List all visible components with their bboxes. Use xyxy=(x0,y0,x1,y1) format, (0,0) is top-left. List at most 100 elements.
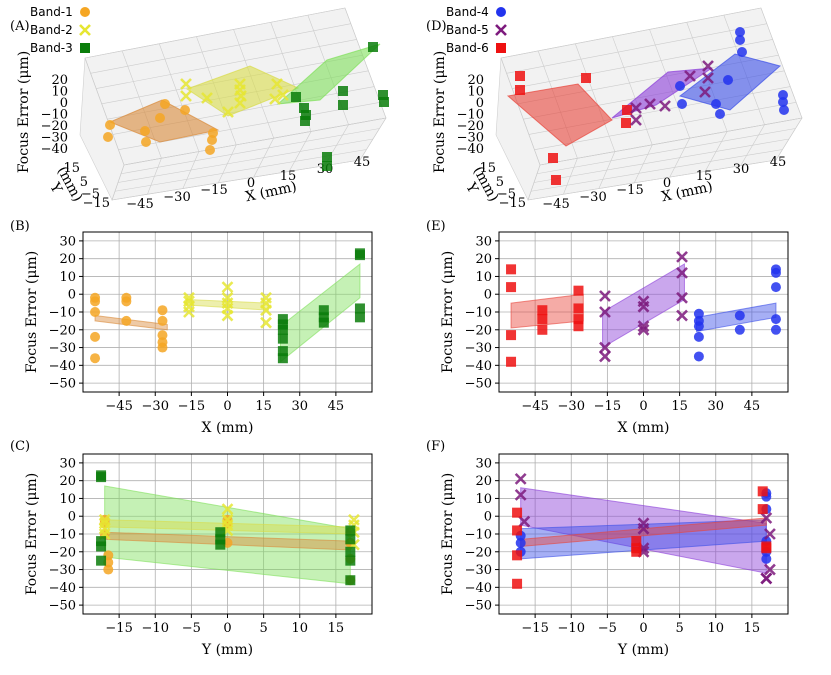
chart-panel-4: (C)−15 −10 −5 0 5 10 153020100−10−20−30−40−50Y… xyxy=(10,439,373,658)
z-tick-label: −10 xyxy=(457,108,484,123)
z-tick-label: 10 xyxy=(467,85,484,100)
x-tick-label: 15 xyxy=(744,621,761,636)
panel-label: (D) xyxy=(426,19,447,34)
y-tick-label: −40 xyxy=(49,581,76,596)
data-point-band-1 xyxy=(157,305,168,316)
data-point-band-1 xyxy=(155,113,165,123)
grid-line-3d xyxy=(120,128,380,175)
data-point-band-2 xyxy=(221,309,234,322)
x-tick-label: 30 xyxy=(291,399,308,414)
y-tick-label: 20 xyxy=(475,474,492,489)
data-point-band-3 xyxy=(322,161,332,171)
x-tick-label: 10 xyxy=(291,621,308,636)
data-point-band-3 xyxy=(299,103,309,113)
fit-plane-band-6 xyxy=(506,83,613,147)
x-tick-label: −45 xyxy=(105,399,132,414)
data-point-band-2 xyxy=(221,281,234,294)
data-point-band-3 xyxy=(301,110,311,120)
y-tick-label: 15 xyxy=(479,161,496,176)
data-point-band-4 xyxy=(770,314,781,325)
y-tick-label: 0 xyxy=(484,288,492,303)
chart-panel-5: (F)−15 −10 −5 0 5 10 153020100−10−20−30−40−50Y… xyxy=(426,439,789,658)
x-tick-label: −5 xyxy=(598,621,617,636)
y-tick-label: 0 xyxy=(68,288,76,303)
y-axis-label: Focus Error (μm) xyxy=(440,473,456,595)
data-point-band-6 xyxy=(537,324,548,335)
y-tick-label: −5 xyxy=(497,187,516,202)
grid-line-3d xyxy=(84,7,346,59)
data-point-band-5 xyxy=(676,250,688,263)
data-point-band-3 xyxy=(345,525,356,536)
data-point-band-1 xyxy=(208,128,218,138)
grid-line-3d xyxy=(563,158,578,195)
data-point-band-4 xyxy=(693,321,704,332)
legend-label: Band-3 xyxy=(30,41,73,55)
data-point-band-4 xyxy=(735,35,745,45)
grid-line-3d xyxy=(598,151,616,189)
data-point-band-4 xyxy=(693,308,704,319)
data-point-band-5 xyxy=(760,512,773,524)
data-point-band-2 xyxy=(269,93,281,105)
y-tick-label: −10 xyxy=(49,306,76,321)
data-point-band-3 xyxy=(215,539,226,550)
grid-line-3d xyxy=(147,158,162,195)
data-point-band-6 xyxy=(573,314,584,325)
x-tick-label: 45 xyxy=(770,155,787,170)
data-point-band-1 xyxy=(90,353,101,364)
data-point-band-1 xyxy=(121,315,132,326)
grid-line-3d xyxy=(533,138,790,183)
data-point-band-1 xyxy=(140,126,150,136)
y-tick-label: 0 xyxy=(484,510,492,525)
panel-label: (C) xyxy=(10,439,30,454)
z-tick-label: 20 xyxy=(467,73,484,88)
legend-label: Band-1 xyxy=(30,5,73,19)
data-point-band-5 xyxy=(637,300,650,313)
x-tick-label: −15 xyxy=(178,399,205,414)
data-point-band-6 xyxy=(573,285,584,296)
data-point-band-5 xyxy=(676,291,688,304)
data-point-band-3 xyxy=(318,305,329,316)
y-tick-label: 15 xyxy=(63,161,80,176)
x-tick-label: −15 xyxy=(594,399,621,414)
x-axis-label: Y (mm) xyxy=(617,642,669,658)
y-tick-label: −40 xyxy=(49,359,76,374)
grid-line-3d xyxy=(512,39,773,89)
legend-marker xyxy=(79,24,91,36)
grid-line-3d xyxy=(288,131,312,172)
data-point-band-4 xyxy=(711,99,721,109)
y-axis-label: Focus Error (μm) xyxy=(24,251,40,373)
data-point-band-6 xyxy=(757,504,768,515)
data-point-band-5 xyxy=(764,528,776,540)
z-tick-label: −20 xyxy=(457,119,484,134)
y-tick-label: −10 xyxy=(465,528,492,543)
y-axis-label: Focus Error (μm) xyxy=(24,473,40,595)
data-point-band-5 xyxy=(637,320,650,333)
data-point-band-3 xyxy=(345,546,356,557)
data-point-band-3 xyxy=(277,353,288,364)
data-point-band-3 xyxy=(354,303,365,314)
x-tick-label: −45 xyxy=(542,197,569,212)
data-point-band-3 xyxy=(338,100,348,110)
y-tick-label: −50 xyxy=(49,377,76,392)
data-point-band-3 xyxy=(96,555,107,566)
data-point-band-5 xyxy=(514,488,527,501)
data-point-band-1 xyxy=(103,564,114,575)
y-tick-label: 10 xyxy=(475,492,492,507)
data-point-band-2 xyxy=(222,106,234,118)
data-point-band-3 xyxy=(96,541,107,552)
grid-line-3d xyxy=(182,151,200,189)
y-tick-label: 30 xyxy=(59,456,76,471)
x-axis-label: Y (mm) xyxy=(201,642,253,658)
data-point-band-2 xyxy=(201,92,213,104)
y-tick-label: 20 xyxy=(59,474,76,489)
data-point-band-6 xyxy=(506,356,517,367)
data-point-band-3 xyxy=(277,346,288,357)
z-tick-label: 10 xyxy=(51,85,68,100)
data-point-band-4 xyxy=(734,324,745,335)
data-point-band-5 xyxy=(518,515,531,528)
data-point-band-6 xyxy=(512,507,523,518)
data-point-band-4 xyxy=(778,90,788,100)
fit-band-band-1 xyxy=(94,314,168,331)
data-point-band-6 xyxy=(621,118,631,128)
